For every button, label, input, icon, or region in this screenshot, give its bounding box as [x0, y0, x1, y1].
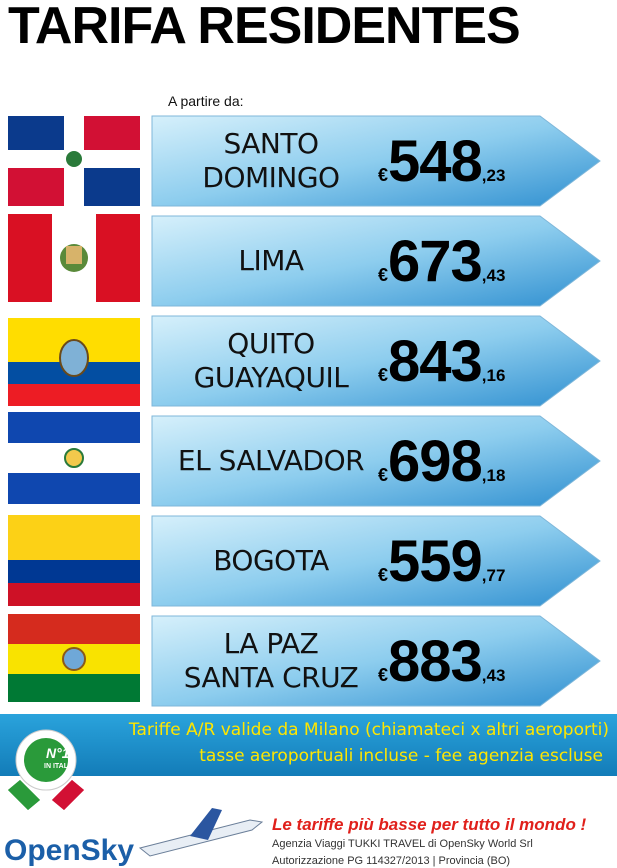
flag-el-salvador: [8, 412, 140, 504]
arrows: [151, 115, 601, 707]
price-price: 673: [388, 229, 483, 294]
price-price: 698: [388, 429, 483, 494]
destination-name: EL SALVADOR: [177, 444, 365, 477]
rosette: [8, 729, 84, 810]
arrow: [151, 315, 601, 407]
price-cents: ,16: [481, 366, 506, 385]
arrow: [151, 415, 601, 507]
plane-icon: [138, 808, 264, 857]
agency-line: Autorizzazione PG 114327/2013 | Provinci…: [272, 855, 511, 867]
arrow: [151, 515, 601, 607]
price-cents: ,43: [481, 266, 506, 285]
destination-name: SANTA CRUZ: [183, 661, 359, 694]
price-cents: ,43: [481, 666, 506, 685]
destination-name: LIMA: [238, 244, 304, 277]
logo: OpenSky: [4, 834, 135, 867]
price: €548,23: [378, 128, 505, 195]
slogan: Le tariffe più basse per tutto il mondo …: [272, 815, 587, 834]
price-currency: €: [378, 165, 389, 185]
price: €673,43: [378, 228, 505, 295]
price-cents: ,23: [481, 166, 506, 185]
flag-dominican: [8, 116, 140, 206]
price: €843,16: [378, 328, 505, 395]
price: €559,77: [378, 528, 505, 595]
destination-name: GUAYAQUIL: [193, 361, 349, 394]
arrow: [151, 115, 601, 207]
price-currency: €: [378, 365, 389, 385]
destination-name: QUITO: [227, 327, 315, 360]
badge-number: N°1: [46, 745, 70, 761]
banner: [0, 714, 617, 776]
destination-name: BOGOTA: [213, 544, 329, 577]
price: €883,43: [378, 628, 505, 695]
badge-text: IN ITALIA: [44, 763, 75, 770]
flag-colombia: [8, 515, 140, 606]
price-currency: €: [378, 565, 389, 585]
title: TARIFA RESIDENTES: [8, 0, 521, 55]
price-currency: €: [378, 665, 389, 685]
agency-line: Agenzia Viaggi TUKKI TRAVEL di OpenSky W…: [272, 838, 533, 850]
flag-ecuador: [8, 318, 140, 406]
price-currency: €: [378, 265, 389, 285]
price-cents: ,77: [481, 566, 506, 585]
banner-line: tasse aeroportuali incluse - fee agenzia…: [199, 746, 603, 766]
price-currency: €: [378, 465, 389, 485]
flag-bolivia: [8, 614, 140, 702]
destination-name: LA PAZ: [223, 627, 319, 660]
arrow: [151, 615, 601, 707]
price: €698,18: [378, 428, 505, 495]
destination-name: DOMINGO: [202, 161, 340, 194]
destination-name: SANTO: [223, 127, 319, 160]
arrow: [151, 215, 601, 307]
price-price: 559: [388, 529, 483, 594]
flag-peru: [8, 214, 140, 302]
banner-line: Tariffe A/R valide da Milano (chiamateci…: [128, 720, 609, 740]
price-price: 843: [388, 329, 483, 394]
price-price: 548: [388, 129, 483, 194]
price-cents: ,18: [481, 466, 506, 485]
subtitle: A partire da:: [168, 93, 244, 109]
price-price: 883: [388, 629, 483, 694]
